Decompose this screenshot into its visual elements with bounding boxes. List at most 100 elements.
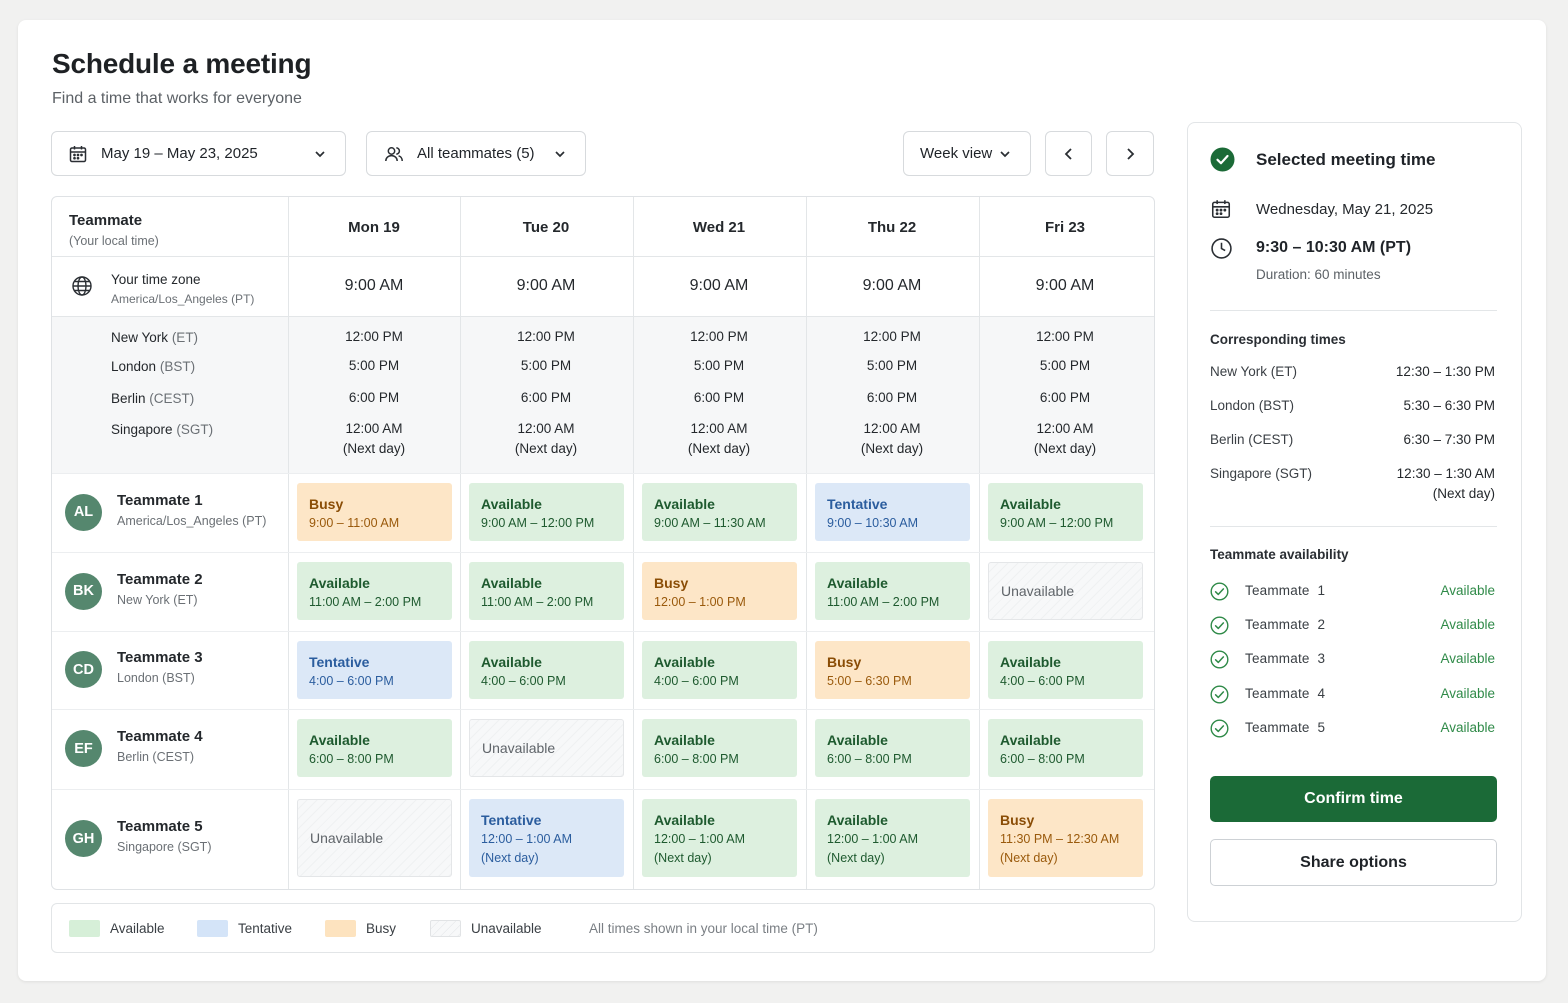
next-week-button[interactable]: [1106, 131, 1154, 176]
row-divider: [52, 256, 1154, 257]
availability-slot[interactable]: Tentative 4:00 – 6:00 PM: [297, 641, 452, 699]
availability-slot[interactable]: Unavailable: [988, 562, 1143, 620]
check-circle-outline-icon: [1210, 616, 1229, 640]
availability-slot[interactable]: Available 6:00 – 8:00 PM: [642, 719, 797, 777]
city-abbr: (SGT): [176, 422, 214, 437]
availability-slot[interactable]: Busy 11:30 PM – 12:30 AM (Next day): [988, 799, 1143, 877]
your-timezone-label: Your time zone: [111, 272, 201, 287]
availability-slot[interactable]: Available 11:00 AM – 2:00 PM: [297, 562, 452, 620]
teammate-timezone: Singapore (SGT): [117, 840, 212, 854]
row-divider: [52, 552, 1154, 553]
avatar: CD: [65, 651, 102, 688]
teammate-name: Teammate 4: [117, 728, 203, 745]
day-header: Thu 22: [867, 219, 917, 236]
meeting-duration: Duration: 60 minutes: [1256, 267, 1381, 282]
city-time-value: 12:00 AM: [1036, 421, 1094, 436]
slot-time: 5:00 – 6:30 PM: [827, 674, 912, 688]
teammate-timezone: Berlin (CEST): [117, 750, 195, 764]
next-day-note: (Next day): [1033, 441, 1097, 456]
chevron-right-icon: [1121, 145, 1139, 163]
teammate-name: Teammate 5: [117, 818, 203, 835]
availability-slot[interactable]: Available 11:00 AM – 2:00 PM: [469, 562, 624, 620]
row-divider: [52, 789, 1154, 790]
city-time: 12:00 AM (Next day): [633, 419, 805, 459]
city-time-value: 12:00 PM: [1036, 329, 1094, 344]
row-divider: [52, 709, 1154, 710]
availability-slot[interactable]: Tentative 9:00 – 10:30 AM: [815, 483, 970, 541]
avatar: AL: [65, 493, 102, 531]
local-start-time: 9:00 AM: [689, 277, 749, 294]
city-time: 5:00 PM: [633, 356, 805, 376]
status-legend: All times shown in your local time (PT) …: [51, 903, 1155, 953]
city-abbr: (BST): [159, 359, 196, 374]
availability-slot[interactable]: Available 12:00 – 1:00 AM (Next day): [642, 799, 797, 877]
city-abbr: (ET): [171, 330, 199, 345]
local-start-time: 9:00 AM: [1035, 277, 1095, 294]
city-name-text: London: [111, 359, 157, 374]
availability-slot[interactable]: Available 11:00 AM – 2:00 PM: [815, 562, 970, 620]
availability-slot[interactable]: Busy 9:00 – 11:00 AM: [297, 483, 452, 541]
city-time-value: 12:00 PM: [517, 329, 575, 344]
slot-status: Available: [827, 732, 888, 748]
slot-status: Unavailable: [310, 830, 384, 846]
share-options-button[interactable]: Share options: [1210, 839, 1497, 886]
availability-slot[interactable]: Tentative 12:00 – 1:00 AM (Next day): [469, 799, 624, 877]
chevron-down-icon: [551, 145, 569, 163]
availability-grid: Teammate (Your local time) Your time zon…: [51, 196, 1155, 890]
view-select[interactable]: Week view: [903, 131, 1031, 176]
slot-status: Available: [654, 654, 715, 670]
previous-week-button[interactable]: [1045, 131, 1092, 176]
availability-slot[interactable]: Unavailable: [469, 719, 624, 777]
slot-status: Unavailable: [482, 740, 556, 756]
slot-time: 4:00 – 6:00 PM: [654, 674, 739, 688]
teammates-filter[interactable]: All teammates (5): [366, 131, 586, 176]
city-time: 6:00 PM: [806, 388, 978, 408]
avatar: EF: [65, 730, 102, 767]
slot-status: Available: [654, 732, 715, 748]
slot-status: Tentative: [309, 654, 370, 670]
teammate-name: Teammate 2: [117, 570, 203, 588]
availability-slot[interactable]: Available 4:00 – 6:00 PM: [642, 641, 797, 699]
corresponding-time-value: 12:30 – 1:30 AM: [1396, 466, 1495, 481]
city-time: 12:00 AM (Next day): [460, 419, 632, 459]
page-subtitle: Find a time that works for everyone: [52, 90, 302, 107]
slot-status: Tentative: [481, 812, 542, 828]
next-day-note: (Next day): [342, 441, 406, 456]
city-time: 5:00 PM: [979, 356, 1151, 376]
availability-slot[interactable]: Available 4:00 – 6:00 PM: [469, 641, 624, 699]
availability-slot[interactable]: Available 4:00 – 6:00 PM: [988, 641, 1143, 699]
city-name: New York (ET): [111, 330, 198, 345]
chevron-left-icon: [1060, 145, 1078, 163]
availability-slot[interactable]: Available 9:00 AM – 12:00 PM: [469, 483, 624, 541]
availability-slot[interactable]: Busy 12:00 – 1:00 PM: [642, 562, 797, 620]
slot-time: 6:00 – 8:00 PM: [1000, 752, 1085, 766]
date-range-picker[interactable]: May 19 – May 23, 2025: [51, 131, 346, 176]
availability-slot[interactable]: Available 12:00 – 1:00 AM (Next day): [815, 799, 970, 877]
slot-status: Available: [481, 575, 542, 591]
slot-time: 4:00 – 6:00 PM: [481, 674, 566, 688]
local-start-time: 9:00 AM: [516, 277, 576, 294]
city-time-value: 6:00 PM: [520, 390, 572, 405]
availability-slot[interactable]: Available 9:00 AM – 12:00 PM: [988, 483, 1143, 541]
slot-status: Busy: [1000, 812, 1035, 828]
legend-label: Busy: [366, 921, 397, 936]
availability-slot[interactable]: Busy 5:00 – 6:30 PM: [815, 641, 970, 699]
city-time-value: 6:00 PM: [693, 390, 745, 405]
city-time-value: 5:00 PM: [693, 358, 745, 373]
check-circle-outline-icon: [1210, 650, 1229, 674]
slot-time: 9:00 – 10:30 AM: [827, 516, 919, 530]
availability-slot[interactable]: Available 6:00 – 8:00 PM: [815, 719, 970, 777]
availability-slot[interactable]: Available 9:00 AM – 11:30 AM: [642, 483, 797, 541]
teammate-timezone: America/Los_Angeles (PT): [117, 513, 267, 528]
slot-time: 9:00 AM – 11:30 AM: [654, 516, 766, 530]
teammate-name: Teammate 3: [117, 649, 203, 666]
availability-slot[interactable]: Available 6:00 – 8:00 PM: [988, 719, 1143, 777]
confirm-time-button[interactable]: Confirm time: [1210, 776, 1497, 822]
city-time-value: 12:00 AM: [517, 421, 575, 436]
next-day-note: (Next day): [687, 441, 751, 456]
availability-slot[interactable]: Available 6:00 – 8:00 PM: [297, 719, 452, 777]
city-time-value: 5:00 PM: [520, 358, 572, 373]
legend-label: Available: [110, 921, 165, 936]
availability-slot[interactable]: Unavailable: [297, 799, 452, 877]
slot-time: 6:00 – 8:00 PM: [827, 752, 912, 766]
